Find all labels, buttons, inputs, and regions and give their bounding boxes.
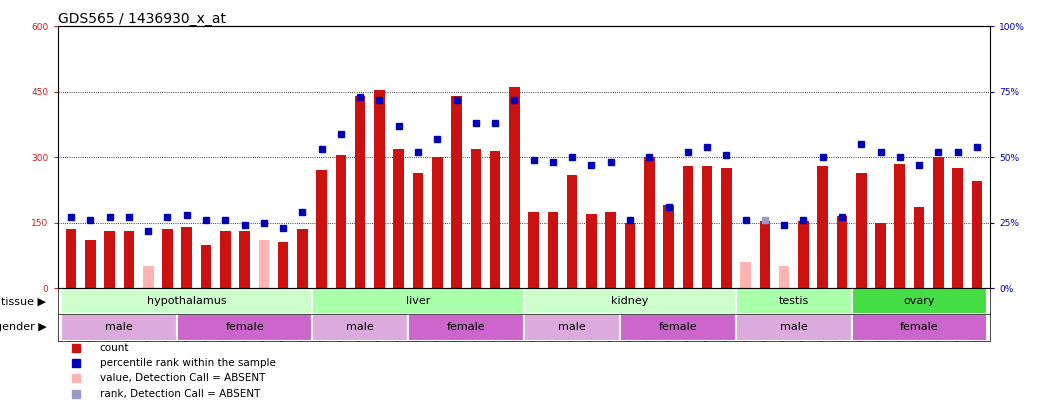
Bar bbox=[124, 231, 134, 288]
Bar bbox=[914, 207, 924, 288]
Bar bbox=[799, 220, 809, 288]
Bar bbox=[736, 314, 852, 341]
Bar bbox=[409, 314, 524, 341]
Bar bbox=[852, 314, 986, 341]
Bar bbox=[312, 288, 524, 314]
Bar bbox=[528, 212, 539, 288]
Bar bbox=[259, 240, 269, 288]
Bar bbox=[953, 168, 963, 288]
Bar bbox=[933, 157, 943, 288]
Bar bbox=[852, 288, 986, 314]
Bar bbox=[856, 173, 867, 288]
Bar bbox=[316, 171, 327, 288]
Text: female: female bbox=[900, 322, 938, 333]
Bar bbox=[162, 229, 173, 288]
Text: female: female bbox=[659, 322, 698, 333]
Text: ovary: ovary bbox=[903, 296, 935, 306]
Bar bbox=[143, 266, 153, 288]
Bar bbox=[393, 149, 405, 288]
Bar bbox=[105, 231, 115, 288]
Bar bbox=[471, 149, 481, 288]
Text: gender ▶: gender ▶ bbox=[0, 322, 46, 333]
Bar bbox=[760, 220, 770, 288]
Bar bbox=[220, 231, 231, 288]
Text: female: female bbox=[446, 322, 485, 333]
Bar bbox=[355, 96, 366, 288]
Bar bbox=[62, 288, 312, 314]
Bar bbox=[643, 157, 655, 288]
Bar bbox=[895, 164, 905, 288]
Bar bbox=[278, 242, 288, 288]
Bar bbox=[312, 314, 409, 341]
Bar bbox=[817, 166, 828, 288]
Text: male: male bbox=[346, 322, 374, 333]
Bar bbox=[374, 90, 385, 288]
Bar bbox=[524, 288, 736, 314]
Bar bbox=[509, 87, 520, 288]
Bar bbox=[836, 216, 847, 288]
Text: rank, Detection Call = ABSENT: rank, Detection Call = ABSENT bbox=[100, 389, 260, 399]
Bar bbox=[524, 314, 620, 341]
Text: testis: testis bbox=[779, 296, 809, 306]
Bar bbox=[452, 96, 462, 288]
Bar bbox=[663, 205, 674, 288]
Text: kidney: kidney bbox=[611, 296, 649, 306]
Text: male: male bbox=[106, 322, 133, 333]
Bar bbox=[548, 212, 559, 288]
Text: value, Detection Call = ABSENT: value, Detection Call = ABSENT bbox=[100, 373, 265, 384]
Bar bbox=[335, 155, 346, 288]
Bar bbox=[432, 157, 442, 288]
Bar bbox=[620, 314, 736, 341]
Text: count: count bbox=[100, 343, 129, 353]
Bar bbox=[740, 262, 751, 288]
Bar bbox=[606, 212, 616, 288]
Bar bbox=[875, 223, 886, 288]
Bar bbox=[66, 229, 77, 288]
Bar bbox=[702, 166, 713, 288]
Bar bbox=[489, 151, 500, 288]
Bar bbox=[177, 314, 312, 341]
Bar bbox=[736, 288, 852, 314]
Bar bbox=[239, 231, 249, 288]
Bar bbox=[85, 240, 95, 288]
Bar bbox=[413, 173, 423, 288]
Bar bbox=[201, 245, 212, 288]
Text: female: female bbox=[225, 322, 264, 333]
Bar bbox=[62, 314, 177, 341]
Bar bbox=[625, 223, 635, 288]
Bar bbox=[586, 214, 596, 288]
Bar bbox=[181, 227, 192, 288]
Text: percentile rank within the sample: percentile rank within the sample bbox=[100, 358, 276, 368]
Bar bbox=[779, 266, 789, 288]
Bar bbox=[297, 229, 308, 288]
Text: liver: liver bbox=[406, 296, 430, 306]
Text: male: male bbox=[780, 322, 808, 333]
Text: hypothalamus: hypothalamus bbox=[147, 296, 226, 306]
Text: tissue ▶: tissue ▶ bbox=[1, 296, 46, 306]
Bar bbox=[721, 168, 732, 288]
Bar bbox=[971, 181, 982, 288]
Bar bbox=[682, 166, 693, 288]
Text: GDS565 / 1436930_x_at: GDS565 / 1436930_x_at bbox=[58, 12, 225, 26]
Text: male: male bbox=[559, 322, 586, 333]
Bar bbox=[567, 175, 577, 288]
